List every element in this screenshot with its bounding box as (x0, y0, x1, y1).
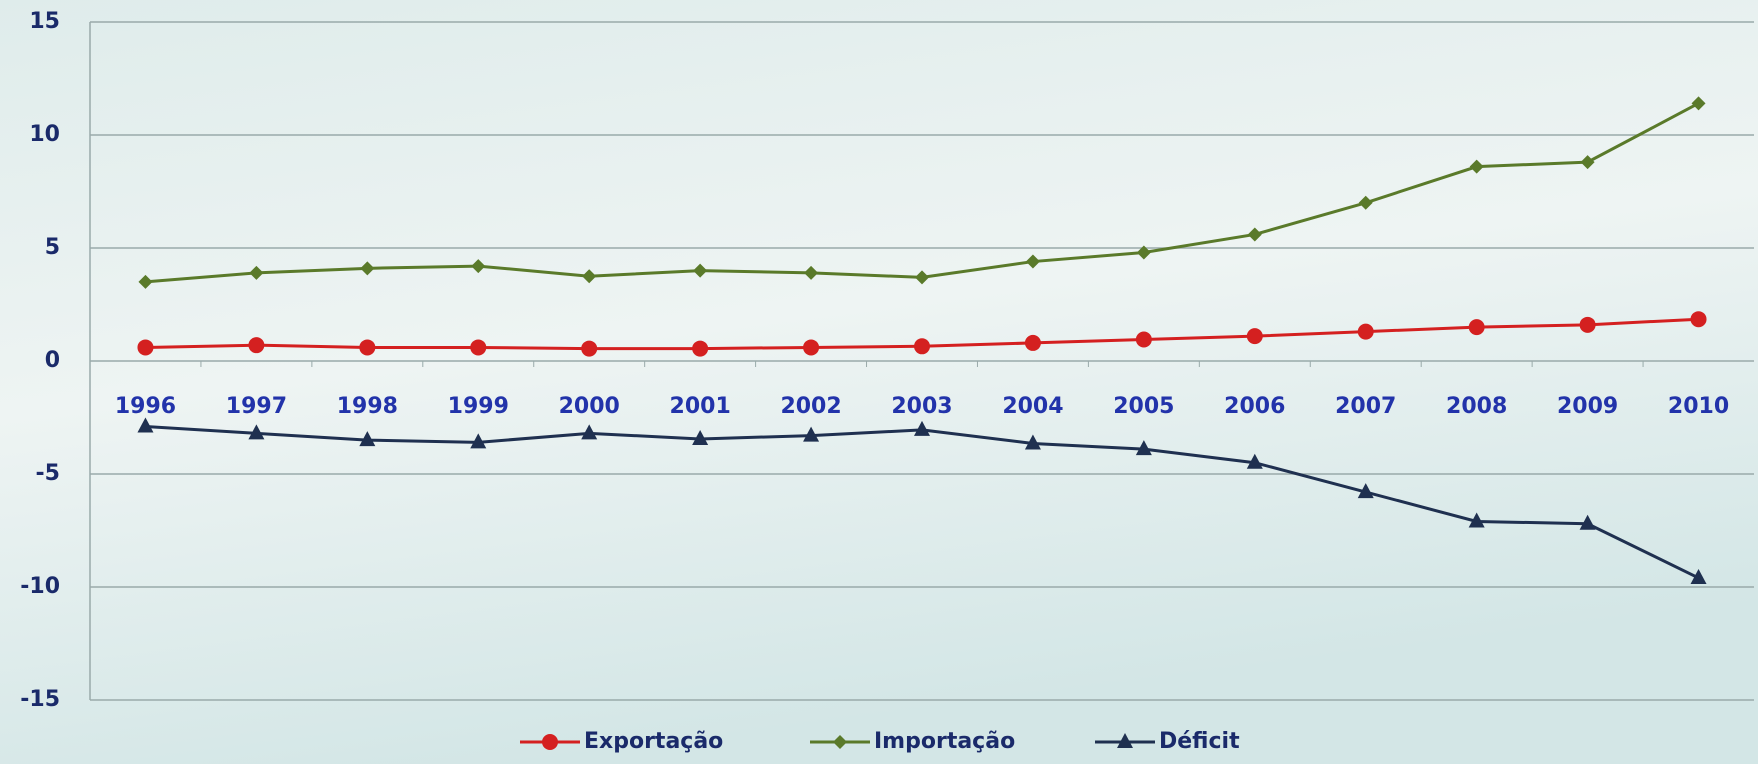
point (248, 424, 265, 440)
legend-marker (542, 734, 558, 750)
legend-label: Exportação (584, 729, 723, 754)
point (1135, 440, 1152, 456)
x-tick-label: 2003 (891, 394, 952, 419)
legend-label: Importação (874, 729, 1015, 754)
point (1690, 568, 1707, 584)
legend-marker (1117, 733, 1133, 748)
x-tick-label: 2007 (1335, 394, 1396, 419)
point (692, 429, 709, 445)
x-tick-label: 1997 (226, 394, 287, 419)
point (249, 265, 264, 280)
point (1468, 319, 1485, 336)
point (1135, 331, 1152, 348)
x-tick-label: 2004 (1002, 394, 1063, 419)
point (1246, 328, 1263, 345)
point (470, 433, 487, 449)
point (915, 270, 929, 285)
point (1136, 245, 1151, 260)
point (1580, 155, 1595, 170)
point (138, 274, 153, 289)
point (1579, 514, 1596, 530)
y-tick-label: 5 (45, 235, 60, 260)
point (248, 337, 265, 354)
point (1579, 316, 1596, 333)
point (359, 431, 376, 447)
point (1469, 159, 1484, 174)
y-tick-label: 10 (29, 122, 60, 147)
point (582, 269, 597, 284)
point (914, 338, 930, 355)
point (1247, 227, 1262, 242)
x-tick-label: 1998 (337, 394, 398, 419)
point (1357, 483, 1374, 499)
point (803, 339, 820, 356)
point (1024, 334, 1041, 351)
legend-label: Déficit (1159, 729, 1240, 754)
x-tick-label: 2000 (559, 394, 620, 419)
point (1246, 453, 1263, 469)
y-tick-label: -15 (20, 687, 60, 712)
x-tick-label: 2008 (1446, 394, 1507, 419)
point (470, 339, 487, 356)
x-tick-label: 2002 (780, 394, 841, 419)
point (692, 340, 709, 357)
point (137, 339, 154, 356)
y-tick-label: 0 (45, 348, 60, 373)
point (471, 259, 486, 274)
point (360, 261, 375, 276)
x-tick-label: 2005 (1113, 394, 1174, 419)
point (693, 263, 708, 278)
point (804, 265, 819, 280)
y-tick-label: 15 (29, 9, 60, 34)
x-tick-label: 2010 (1668, 394, 1729, 419)
point (137, 417, 154, 433)
point (1358, 195, 1373, 210)
point (581, 424, 598, 440)
point (1024, 434, 1041, 450)
x-tick-label: 2006 (1224, 394, 1285, 419)
point (1025, 254, 1040, 269)
legend-marker (833, 735, 847, 749)
x-tick-label: 1996 (115, 394, 176, 419)
point (803, 426, 820, 442)
x-tick-label: 1999 (448, 394, 509, 419)
point (359, 339, 376, 356)
x-tick-label: 2009 (1557, 394, 1618, 419)
point (581, 340, 598, 357)
y-tick-label: -5 (36, 461, 60, 486)
point (1690, 311, 1707, 328)
y-tick-label: -10 (20, 574, 60, 599)
point (1468, 512, 1485, 528)
point (914, 420, 930, 436)
point (1691, 96, 1706, 111)
x-tick-label: 2001 (670, 394, 731, 419)
point (1357, 323, 1374, 340)
